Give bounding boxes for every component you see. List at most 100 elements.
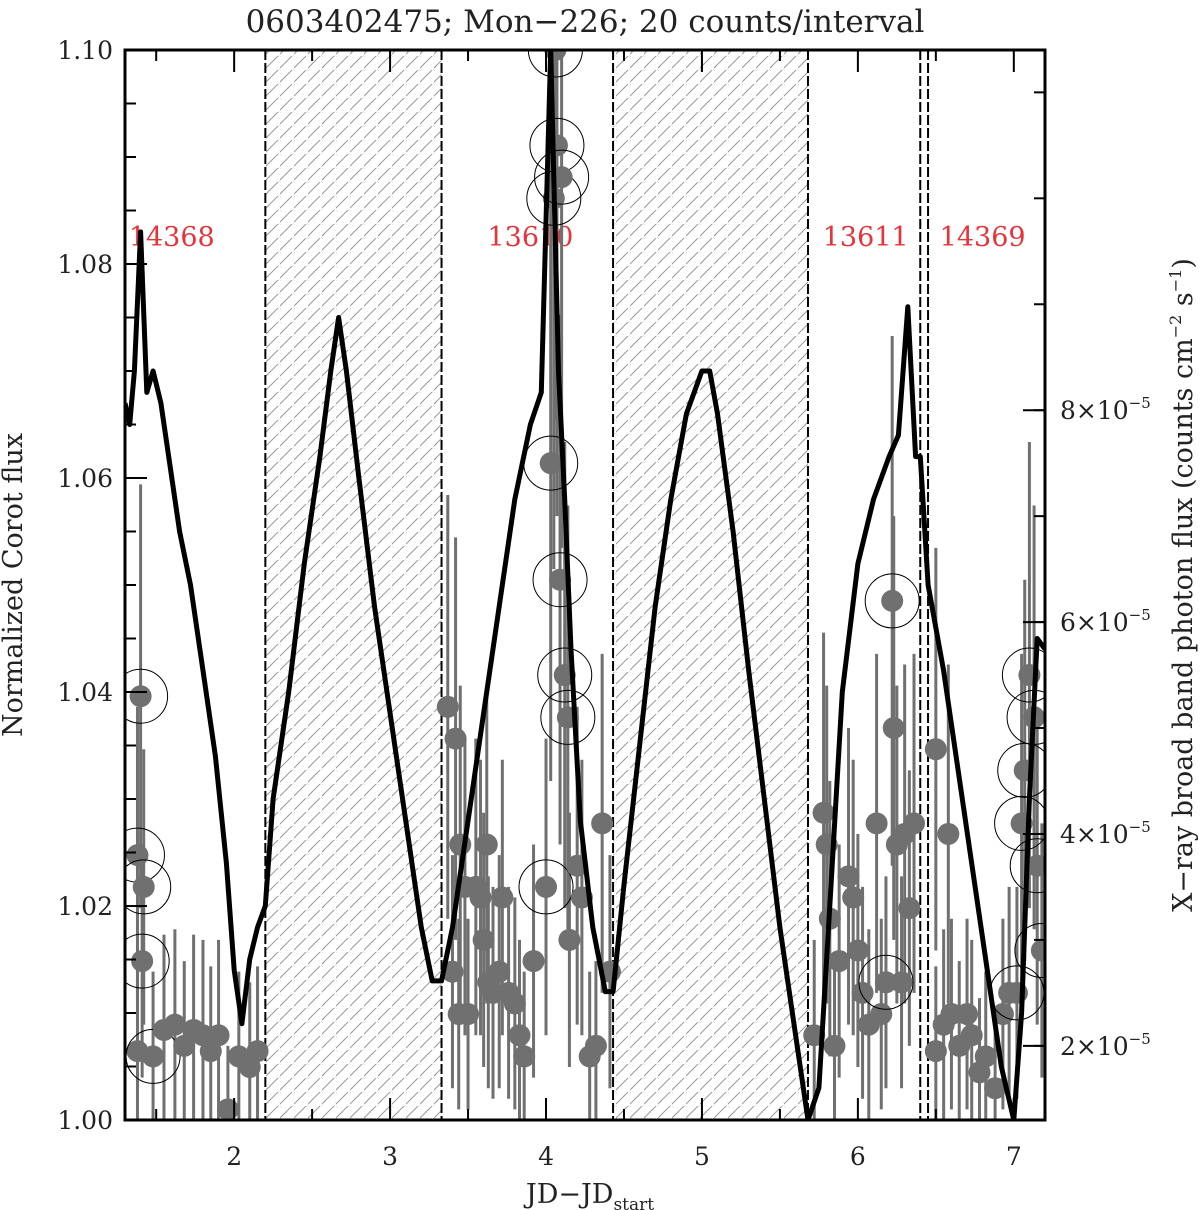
xray-point-73 (903, 812, 926, 835)
xray-point-34 (508, 1024, 531, 1047)
y-left-tick-label-5: 1.10 (57, 36, 113, 65)
xray-point-50 (584, 1034, 607, 1057)
y-axis-left-title: Normalized Corot flux (0, 433, 29, 737)
xray-point-37 (535, 875, 558, 898)
xray-point-70 (890, 971, 913, 994)
xray-point-33 (503, 992, 526, 1015)
y-left-tick-label-0: 1.00 (57, 1106, 113, 1135)
xray-point-60 (842, 886, 865, 909)
xray-point-highlight-43 (532, 552, 588, 608)
xray-point-8 (173, 1034, 196, 1057)
observation-label-13610: 13610 (487, 222, 573, 253)
optical-series (125, 50, 1045, 1120)
xray-point-highlight-88 (994, 795, 1045, 851)
xray-point-38 (539, 452, 562, 475)
xray-point-2 (132, 875, 155, 898)
xray-point-highlight-44 (537, 647, 593, 703)
x-tick-label-4: 6 (850, 1142, 866, 1171)
xray-point-64 (865, 812, 888, 835)
y-left-tick-label-1: 1.02 (57, 892, 113, 921)
gap-region-0 (265, 50, 442, 1120)
y-left-tick-label-4: 1.08 (57, 250, 113, 279)
xray-point-92 (1026, 854, 1045, 877)
xray-point-1 (126, 844, 149, 867)
xray-point-highlight-45 (540, 689, 596, 745)
xray-point-highlight-90 (1001, 647, 1045, 703)
xray-point-highlight-37 (518, 859, 574, 915)
gap-region-1 (613, 50, 808, 1120)
xray-point-3 (131, 950, 154, 973)
y-left-tick-label-2: 1.04 (57, 678, 113, 707)
x-tick-label-1: 3 (382, 1142, 398, 1171)
xray-point-57 (823, 1034, 846, 1057)
xray-point-59 (837, 865, 860, 888)
xray-point-highlight-41 (534, 149, 590, 205)
xray-point-72 (898, 897, 921, 920)
x-ray-series (125, 50, 1045, 1120)
xray-point-46 (558, 928, 581, 951)
xray-point-25 (469, 886, 492, 909)
xray-point-highlight-93 (1014, 923, 1045, 978)
xray-point-31 (491, 886, 514, 909)
xray-point-78 (940, 1003, 963, 1026)
xray-point-68 (882, 717, 905, 740)
xray-point-85 (991, 1003, 1014, 1026)
xray-point-13 (216, 1098, 239, 1120)
xray-point-0 (129, 685, 152, 708)
xray-point-83 (974, 1045, 997, 1068)
xray-point-23 (457, 1003, 480, 1026)
chart-title: 0603402475; Mon−226; 20 counts/interval (246, 4, 925, 40)
xray-point-26 (475, 833, 498, 856)
xray-point-5 (142, 1045, 165, 1068)
xray-point-35 (513, 1045, 536, 1068)
xray-point-17 (436, 695, 459, 718)
xray-point-66 (874, 971, 897, 994)
data-gap-regions (265, 50, 808, 1120)
xray-point-highlight-67 (864, 573, 920, 629)
xray-point-29 (482, 981, 504, 1004)
xray-point-84 (984, 1077, 1007, 1100)
xray-point-18 (444, 727, 467, 750)
observation-label-14369: 14369 (940, 222, 1026, 253)
y-left-tick-label-3: 1.06 (57, 464, 113, 493)
xray-point-81 (960, 1024, 983, 1047)
xray-point-27 (472, 928, 495, 951)
xray-point-7 (163, 1013, 186, 1036)
y-right-tick-label-3: 8×10−5 (1060, 394, 1151, 425)
xray-point-93 (1030, 939, 1045, 962)
xray-point-74 (924, 738, 947, 761)
y-axis-left: 1.00 1.02 1.04 1.06 1.08 1.10 (57, 36, 147, 1135)
xray-point-51 (591, 812, 614, 835)
xray-point-61 (846, 939, 869, 962)
optical-curve (125, 50, 1045, 1120)
xray-point-highlight-92 (1009, 838, 1045, 894)
xray-point-58 (828, 950, 851, 973)
xray-point-76 (924, 1040, 947, 1063)
xray-point-75 (937, 822, 960, 845)
observation-labels: 14368 13610 13611 14369 (129, 222, 1026, 253)
y-right-tick-label-2: 6×10−5 (1060, 606, 1151, 637)
x-tick-label-5: 7 (1006, 1142, 1022, 1171)
xray-point-30 (488, 960, 511, 983)
y-axis-right-title: X−ray broad band photon flux (counts cm−… (1166, 258, 1199, 912)
y-axis-right: 2×10−5 4×10−5 6×10−5 8×10−5 (1023, 91, 1151, 1061)
xray-point-67 (881, 589, 904, 612)
xray-point-12 (207, 1024, 230, 1047)
xray-point-16 (246, 1040, 269, 1063)
y-right-tick-label-1: 4×10−5 (1060, 818, 1151, 849)
xray-point-54 (812, 801, 835, 824)
xray-point-62 (851, 981, 874, 1004)
observation-label-13611: 13611 (823, 222, 909, 253)
x-tick-label-0: 2 (226, 1142, 242, 1171)
x-tick-label-3: 5 (694, 1142, 710, 1171)
xray-point-highlight-89 (997, 742, 1045, 798)
xray-point-highlight-66 (858, 954, 914, 1010)
x-tick-label-2: 4 (538, 1142, 554, 1171)
xray-point-65 (870, 1003, 893, 1026)
xray-point-80 (956, 1003, 979, 1026)
xray-point-highlight-0 (125, 668, 169, 724)
plot-frame (123, 48, 1047, 1122)
x-axis: 2 3 4 5 6 7 (155, 50, 1022, 1171)
x-axis-title: JD−JDstart (523, 1179, 654, 1210)
